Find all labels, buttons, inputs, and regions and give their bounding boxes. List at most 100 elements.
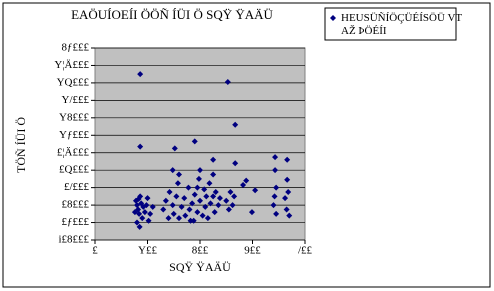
point (187, 217, 194, 224)
point (273, 184, 280, 191)
y-tick-label: Yƒ£££ (59, 129, 89, 141)
point (202, 203, 209, 210)
point (181, 195, 188, 202)
point (283, 206, 290, 213)
point (166, 189, 173, 195)
point (143, 202, 150, 209)
point (232, 160, 239, 167)
point (232, 121, 239, 128)
point (191, 138, 198, 145)
point (169, 167, 176, 174)
point (137, 143, 144, 150)
point (272, 154, 279, 161)
y-tick-label: £¦Ä£££ (57, 146, 90, 158)
point (282, 195, 289, 202)
point (134, 219, 140, 226)
point (136, 223, 143, 230)
point (210, 156, 217, 163)
point (199, 212, 206, 219)
point (131, 209, 138, 216)
point (178, 203, 185, 210)
point (186, 206, 193, 213)
y-tick-label: 8ƒ£££ (62, 42, 90, 54)
x-tick-label: 8££ (192, 245, 209, 257)
point (162, 197, 169, 204)
point (211, 209, 218, 216)
point (191, 191, 198, 198)
point (203, 193, 210, 200)
point (173, 193, 180, 200)
point (189, 200, 196, 207)
y-tick-label: £ƒ£££ (62, 216, 90, 228)
x-axis-label: SQŸ ŸAÄÜ (169, 260, 231, 274)
point (149, 203, 156, 210)
point (160, 206, 167, 213)
plot-area (94, 47, 306, 241)
point (201, 186, 208, 193)
point (171, 145, 178, 152)
point (197, 197, 203, 204)
point (135, 195, 142, 202)
point (286, 212, 293, 219)
y-tick-label: YQ£££ (57, 76, 90, 88)
point (144, 195, 151, 202)
chart-title: EAÖUÍOEÍI ÖÖÑ ÍÜI Ö SQŸ ŸAÄÜ (71, 7, 273, 22)
point (176, 171, 182, 178)
point (248, 209, 255, 216)
point (174, 180, 181, 187)
point (223, 197, 230, 204)
point (225, 206, 232, 213)
point (231, 193, 238, 200)
point (252, 187, 259, 194)
point (240, 182, 247, 189)
point (243, 177, 250, 184)
y-tick-label: Y¦Ä£££ (54, 59, 89, 71)
point (224, 79, 231, 86)
point (284, 156, 291, 163)
point (273, 210, 280, 217)
point (195, 175, 202, 182)
x-tick-label: Y££ (138, 245, 157, 257)
legend-label: HEUSÜÑÍÖÇÜÉÍSÖÜ VT AŽ ÞÖÉÍI (341, 12, 462, 37)
point (210, 193, 217, 200)
point (194, 209, 201, 216)
point (212, 189, 219, 195)
legend-marker (330, 15, 336, 21)
y-axis-label: TÖÑ ÍÜI Ö (14, 117, 28, 173)
point (137, 71, 144, 78)
y-tick-label: £8£££ (62, 199, 90, 211)
point (285, 189, 292, 195)
point (271, 193, 278, 200)
point (207, 200, 214, 207)
point (204, 215, 211, 222)
point (139, 215, 146, 222)
point (229, 202, 236, 209)
legend (324, 7, 457, 41)
point (210, 171, 217, 178)
point (215, 202, 222, 209)
x-tick-label: £ (92, 245, 98, 257)
point (141, 209, 148, 216)
y-tick-label: Y/£££ (62, 94, 90, 106)
point (165, 215, 172, 222)
point (227, 189, 234, 195)
point (190, 217, 197, 224)
x-tick-label: 9££ (244, 245, 261, 257)
point (272, 167, 279, 174)
point (170, 210, 177, 217)
point (169, 202, 176, 209)
x-tick-label: /££ (298, 245, 313, 257)
point (176, 215, 182, 222)
point (284, 176, 291, 183)
point (185, 184, 192, 191)
y-tick-label: £Q£££ (59, 164, 89, 176)
point (270, 202, 277, 209)
point (206, 180, 213, 187)
point (182, 212, 189, 219)
point (194, 184, 201, 191)
point (147, 210, 154, 217)
y-tick-label: i£8£££ (58, 234, 89, 246)
point (216, 195, 223, 202)
point (197, 167, 203, 174)
